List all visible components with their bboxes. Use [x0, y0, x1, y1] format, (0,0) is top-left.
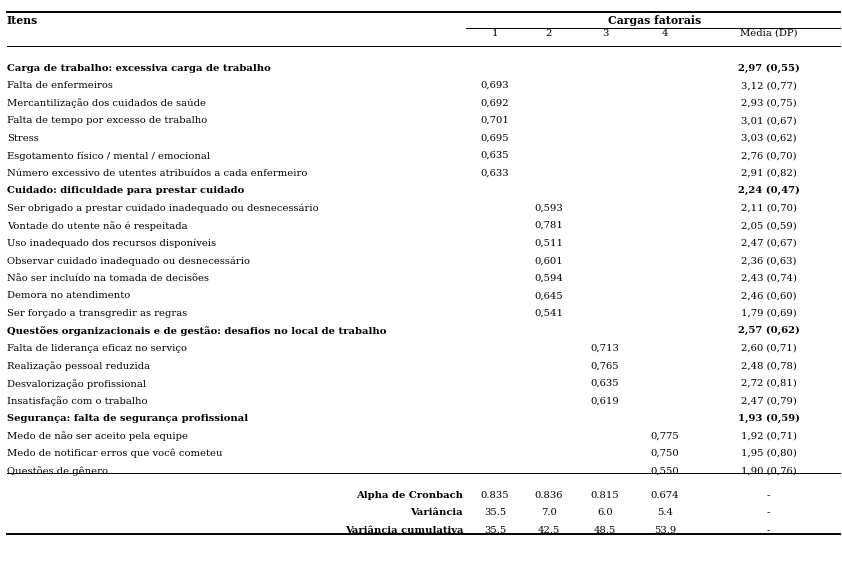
Text: 42.5: 42.5 — [537, 526, 560, 535]
Text: Medo de notificar erros que você cometeu: Medo de notificar erros que você cometeu — [7, 449, 222, 458]
Text: 2,57 (0,62): 2,57 (0,62) — [738, 326, 800, 336]
Text: 0,550: 0,550 — [651, 466, 679, 475]
Text: 5.4: 5.4 — [657, 509, 674, 518]
Text: Vontade do utente não é respeitada: Vontade do utente não é respeitada — [7, 221, 188, 231]
Text: 0,635: 0,635 — [481, 151, 509, 160]
Text: 2,60 (0,71): 2,60 (0,71) — [741, 344, 797, 353]
Text: 2,47 (0,79): 2,47 (0,79) — [741, 396, 797, 405]
Text: 0,635: 0,635 — [591, 379, 619, 388]
Text: 0,594: 0,594 — [534, 274, 563, 283]
Text: Insatisfação com o trabalho: Insatisfação com o trabalho — [7, 396, 147, 406]
Text: Stress: Stress — [7, 134, 39, 143]
Text: Falta de tempo por excesso de trabalho: Falta de tempo por excesso de trabalho — [7, 116, 207, 125]
Text: 0,713: 0,713 — [590, 344, 620, 353]
Text: 6.0: 6.0 — [597, 509, 613, 518]
Text: 2,36 (0,63): 2,36 (0,63) — [741, 256, 797, 265]
Text: 0,701: 0,701 — [481, 116, 509, 125]
Text: 3,01 (0,67): 3,01 (0,67) — [741, 116, 797, 125]
Text: 3: 3 — [602, 29, 608, 38]
Text: 48.5: 48.5 — [594, 526, 616, 535]
Text: 35.5: 35.5 — [484, 526, 506, 535]
Text: 2,43 (0,74): 2,43 (0,74) — [741, 274, 797, 283]
Text: 3,03 (0,62): 3,03 (0,62) — [741, 134, 797, 143]
Text: 0.674: 0.674 — [651, 491, 679, 500]
Text: Uso inadequado dos recursos disponíveis: Uso inadequado dos recursos disponíveis — [7, 239, 216, 248]
Text: 0,541: 0,541 — [534, 309, 563, 318]
Text: 2,24 (0,47): 2,24 (0,47) — [738, 186, 800, 195]
Text: 1: 1 — [492, 29, 498, 38]
Text: 0,633: 0,633 — [481, 169, 509, 178]
Text: Questões organizacionais e de gestão: desafios no local de trabalho: Questões organizacionais e de gestão: de… — [7, 326, 386, 336]
Text: 1,79 (0,69): 1,79 (0,69) — [741, 309, 797, 318]
Text: Ser obrigado a prestar cuidado inadequado ou desnecessário: Ser obrigado a prestar cuidado inadequad… — [7, 203, 318, 213]
Text: Alpha de Cronbach: Alpha de Cronbach — [356, 491, 463, 500]
Text: 0,645: 0,645 — [534, 291, 563, 300]
Text: 0,601: 0,601 — [534, 256, 563, 265]
Text: 1,90 (0,76): 1,90 (0,76) — [741, 466, 797, 475]
Text: Falta de enfermeiros: Falta de enfermeiros — [7, 81, 113, 90]
Text: Variância: Variância — [411, 509, 463, 518]
Text: Variância cumulativa: Variância cumulativa — [344, 526, 463, 535]
Text: 0,692: 0,692 — [481, 98, 509, 107]
Text: Observar cuidado inadequado ou desnecessário: Observar cuidado inadequado ou desnecess… — [7, 256, 250, 266]
Text: 2,93 (0,75): 2,93 (0,75) — [741, 98, 797, 107]
Text: Falta de liderança eficaz no serviço: Falta de liderança eficaz no serviço — [7, 344, 187, 353]
Text: 35.5: 35.5 — [484, 509, 506, 518]
Text: 0.815: 0.815 — [590, 491, 620, 500]
Text: 1,93 (0,59): 1,93 (0,59) — [738, 414, 800, 423]
Text: Média (DP): Média (DP) — [740, 29, 797, 38]
Text: Questões de gênero: Questões de gênero — [7, 466, 108, 476]
Text: 0,511: 0,511 — [534, 239, 563, 248]
Text: 2,48 (0,78): 2,48 (0,78) — [741, 361, 797, 370]
Text: Itens: Itens — [7, 15, 38, 26]
Text: Número excessivo de utentes atribuídos a cada enfermeiro: Número excessivo de utentes atribuídos a… — [7, 169, 307, 178]
Text: Realização pessoal reduzida: Realização pessoal reduzida — [7, 361, 150, 371]
Text: Desvalorização profissional: Desvalorização profissional — [7, 379, 146, 388]
Text: Não ser incluído na tomada de decisões: Não ser incluído na tomada de decisões — [7, 274, 209, 283]
Text: Mercantilização dos cuidados de saúde: Mercantilização dos cuidados de saúde — [7, 98, 205, 108]
Text: Ser forçado a transgredir as regras: Ser forçado a transgredir as regras — [7, 309, 187, 318]
Text: 4: 4 — [662, 29, 669, 38]
Text: 2,97 (0,55): 2,97 (0,55) — [738, 64, 800, 72]
Text: 1,95 (0,80): 1,95 (0,80) — [741, 449, 797, 458]
Text: -: - — [767, 526, 770, 535]
Text: Cuidado: dificuldade para prestar cuidado: Cuidado: dificuldade para prestar cuidad… — [7, 186, 244, 195]
Text: 2,46 (0,60): 2,46 (0,60) — [741, 291, 797, 300]
Text: 53.9: 53.9 — [654, 526, 676, 535]
Text: 0,781: 0,781 — [534, 221, 563, 230]
Text: 0,750: 0,750 — [651, 449, 679, 458]
Text: 3,12 (0,77): 3,12 (0,77) — [741, 81, 797, 90]
Text: 2,91 (0,82): 2,91 (0,82) — [741, 169, 797, 178]
Text: -: - — [767, 491, 770, 500]
Text: 1,92 (0,71): 1,92 (0,71) — [741, 431, 797, 440]
Text: 0,593: 0,593 — [534, 203, 563, 212]
Text: 0,775: 0,775 — [651, 431, 679, 440]
Text: Medo de não ser aceito pela equipe: Medo de não ser aceito pela equipe — [7, 431, 188, 441]
Text: Esgotamento físico / mental / emocional: Esgotamento físico / mental / emocional — [7, 151, 210, 161]
Text: Demora no atendimento: Demora no atendimento — [7, 291, 130, 300]
Text: 0.835: 0.835 — [481, 491, 509, 500]
Text: 2,05 (0,59): 2,05 (0,59) — [741, 221, 797, 230]
Text: Segurança: falta de segurança profissional: Segurança: falta de segurança profission… — [7, 414, 248, 423]
Text: 0,765: 0,765 — [591, 361, 619, 370]
Text: 2: 2 — [546, 29, 552, 38]
Text: 0,619: 0,619 — [590, 396, 620, 405]
Text: 0,695: 0,695 — [481, 134, 509, 143]
Text: Cargas fatorais: Cargas fatorais — [609, 15, 701, 26]
Text: Carga de trabalho: excessiva carga de trabalho: Carga de trabalho: excessiva carga de tr… — [7, 64, 270, 72]
Text: -: - — [767, 509, 770, 518]
Text: 0.836: 0.836 — [535, 491, 562, 500]
Text: 2,72 (0,81): 2,72 (0,81) — [741, 379, 797, 388]
Text: 2,47 (0,67): 2,47 (0,67) — [741, 239, 797, 248]
Text: 0,693: 0,693 — [481, 81, 509, 90]
Text: 2,76 (0,70): 2,76 (0,70) — [741, 151, 797, 160]
Text: 2,11 (0,70): 2,11 (0,70) — [741, 203, 797, 212]
Text: 7.0: 7.0 — [541, 509, 557, 518]
